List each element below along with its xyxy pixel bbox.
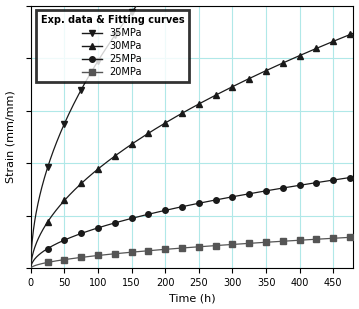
- Y-axis label: Strain (mm/mm): Strain (mm/mm): [5, 91, 15, 183]
- Legend: 35MPa, 30MPa, 25MPa, 20MPa: 35MPa, 30MPa, 25MPa, 20MPa: [36, 11, 189, 82]
- X-axis label: Time (h): Time (h): [169, 294, 215, 303]
